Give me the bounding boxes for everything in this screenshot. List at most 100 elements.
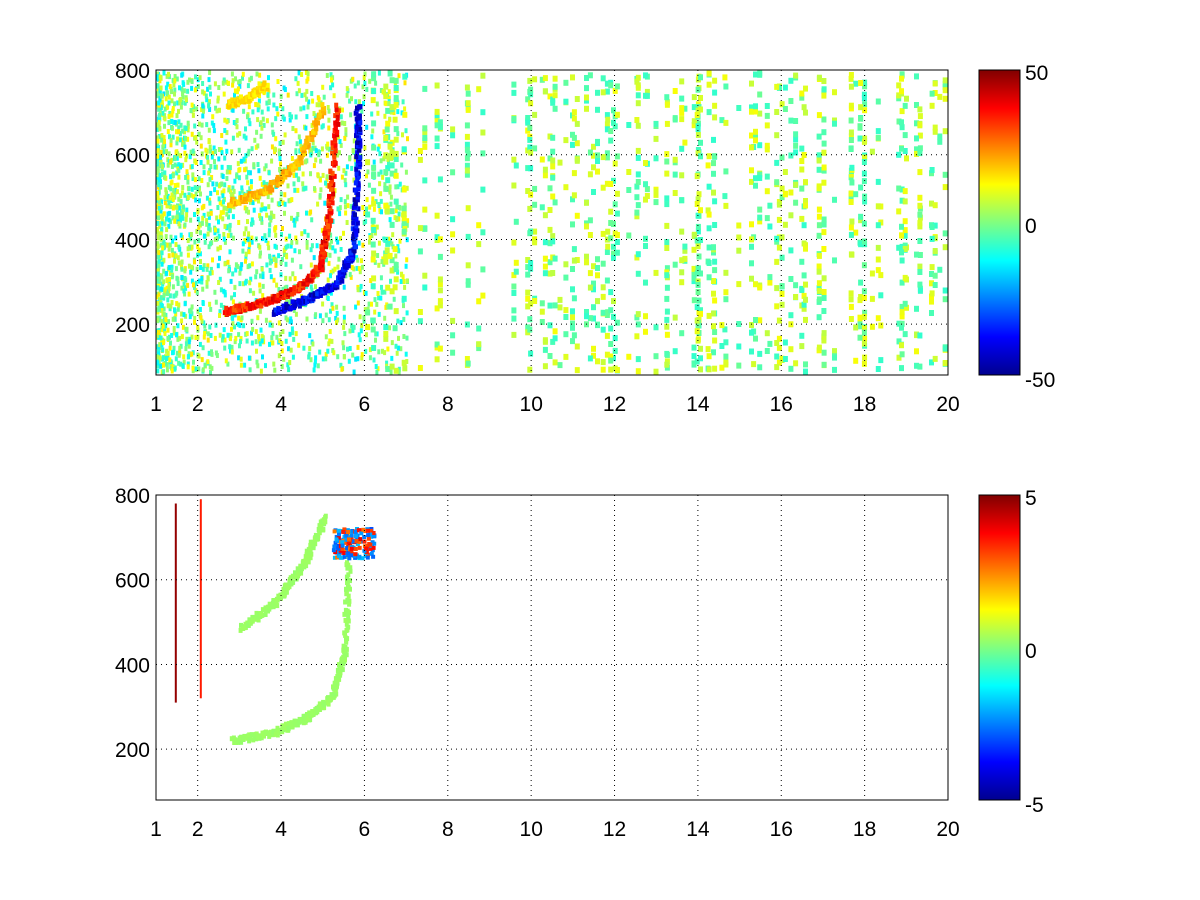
top-noise-cell xyxy=(764,348,770,354)
top-noise-cell xyxy=(184,126,188,131)
top-noise-cell xyxy=(211,257,214,263)
top-noise-cell xyxy=(371,144,377,151)
top-noise-cell xyxy=(186,246,190,252)
top-noise-cell xyxy=(465,205,471,212)
top-noise-cell xyxy=(248,121,252,127)
top-noise-cell xyxy=(189,149,193,155)
top-noise-cell xyxy=(311,140,315,146)
top-noise-cell xyxy=(450,231,456,238)
top-noise-cell xyxy=(252,290,256,296)
top-noise-cell xyxy=(899,365,904,372)
top-noise-cell xyxy=(250,235,254,241)
top-noise-cell xyxy=(511,307,517,314)
top-noise-cell xyxy=(550,148,556,155)
top-noise-cell xyxy=(222,91,226,97)
top-noise-cell xyxy=(368,235,372,241)
top-noise-cell xyxy=(875,315,881,322)
top-noise-cell xyxy=(291,271,295,277)
top-noise-cell xyxy=(185,212,189,218)
top-noise-cell xyxy=(269,274,273,280)
top-noise-cell xyxy=(368,355,372,361)
top-noise-cell xyxy=(539,76,545,83)
top-noise-cell xyxy=(698,366,703,373)
bottom-feature-0-cell xyxy=(329,692,334,698)
top-feature-1-cell xyxy=(357,104,362,110)
top-noise-cell xyxy=(932,202,938,209)
top-noise-cell xyxy=(793,131,799,138)
top-noise-cell xyxy=(201,266,205,272)
top-noise-cell xyxy=(635,147,641,154)
top-noise-cell xyxy=(858,241,864,248)
top-noise-cell xyxy=(278,151,281,157)
top-noise-cell xyxy=(312,255,316,261)
top-noise-cell xyxy=(192,194,196,200)
top-feature-0-cell xyxy=(245,301,250,307)
top-noise-cell xyxy=(286,183,290,189)
top-noise-cell xyxy=(177,168,181,174)
top-noise-cell xyxy=(942,87,948,94)
top-noise-cell xyxy=(635,311,641,318)
top-noise-cell xyxy=(371,88,377,95)
top-noise-cell xyxy=(450,216,456,223)
top-noise-cell xyxy=(200,122,204,128)
top-noise-cell xyxy=(158,108,162,114)
top-noise-cell xyxy=(165,89,169,95)
bottom-feature-0-cell xyxy=(345,560,349,566)
top-noise-cell xyxy=(186,179,190,185)
top-noise-cell xyxy=(399,320,403,326)
top-noise-cell xyxy=(902,331,908,338)
top-noise-cell xyxy=(157,144,161,150)
top-noise-cell xyxy=(821,330,827,337)
top-noise-cell xyxy=(417,365,423,371)
bottom-feature-2-cell xyxy=(355,542,360,547)
top-noise-cell xyxy=(224,358,228,364)
top-noise-cell xyxy=(178,131,182,137)
top-noise-cell xyxy=(782,106,788,112)
top-noise-cell xyxy=(611,243,616,250)
top-noise-cell xyxy=(250,330,253,336)
top-noise-cell xyxy=(917,106,923,113)
top-noise-cell xyxy=(291,354,295,360)
top-noise-cell xyxy=(284,275,288,281)
top-noise-cell xyxy=(587,72,593,79)
top-noise-cell xyxy=(167,114,171,119)
bottom-feature-0-cell xyxy=(346,618,351,624)
top-noise-cell xyxy=(779,283,785,290)
bottom-feature-0-cell xyxy=(247,732,252,738)
top-noise-cell xyxy=(722,326,728,333)
top-noise-cell xyxy=(600,284,606,291)
top-noise-cell xyxy=(202,203,206,209)
top-noise-cell xyxy=(175,170,179,176)
top-noise-cell xyxy=(186,195,190,200)
top-noise-cell xyxy=(186,364,190,370)
top-noise-cell xyxy=(259,207,263,213)
top-noise-cell xyxy=(774,109,780,115)
bottom-feature-0-cell xyxy=(307,710,312,716)
top-feature-0-cell xyxy=(326,224,331,229)
top-noise-cell xyxy=(383,330,389,337)
top-noise-cell xyxy=(799,145,805,152)
top-noise-cell xyxy=(849,164,855,171)
top-noise-cell xyxy=(242,231,246,237)
top-noise-cell xyxy=(321,356,325,362)
top-noise-cell xyxy=(368,78,372,84)
top-noise-cell xyxy=(861,325,867,332)
top-noise-cell xyxy=(695,243,701,250)
top-noise-cell xyxy=(180,100,184,105)
top-noise-cell xyxy=(711,290,716,297)
top-noise-cell xyxy=(366,169,370,175)
top-noise-cell xyxy=(749,243,754,250)
top-noise-cell xyxy=(404,169,408,175)
top-noise-cell xyxy=(187,291,191,297)
top-noise-cell xyxy=(525,188,531,194)
top-noise-cell xyxy=(173,119,177,125)
top-noise-cell xyxy=(165,242,169,248)
top-noise-cell xyxy=(203,362,207,368)
top-noise-cell xyxy=(532,228,538,235)
top-feature-0-cell xyxy=(270,299,275,305)
top-noise-cell xyxy=(270,322,274,328)
top-noise-cell xyxy=(550,96,556,103)
top-noise-cell xyxy=(230,295,234,301)
top-noise-cell xyxy=(205,195,209,201)
top-noise-cell xyxy=(274,136,278,142)
